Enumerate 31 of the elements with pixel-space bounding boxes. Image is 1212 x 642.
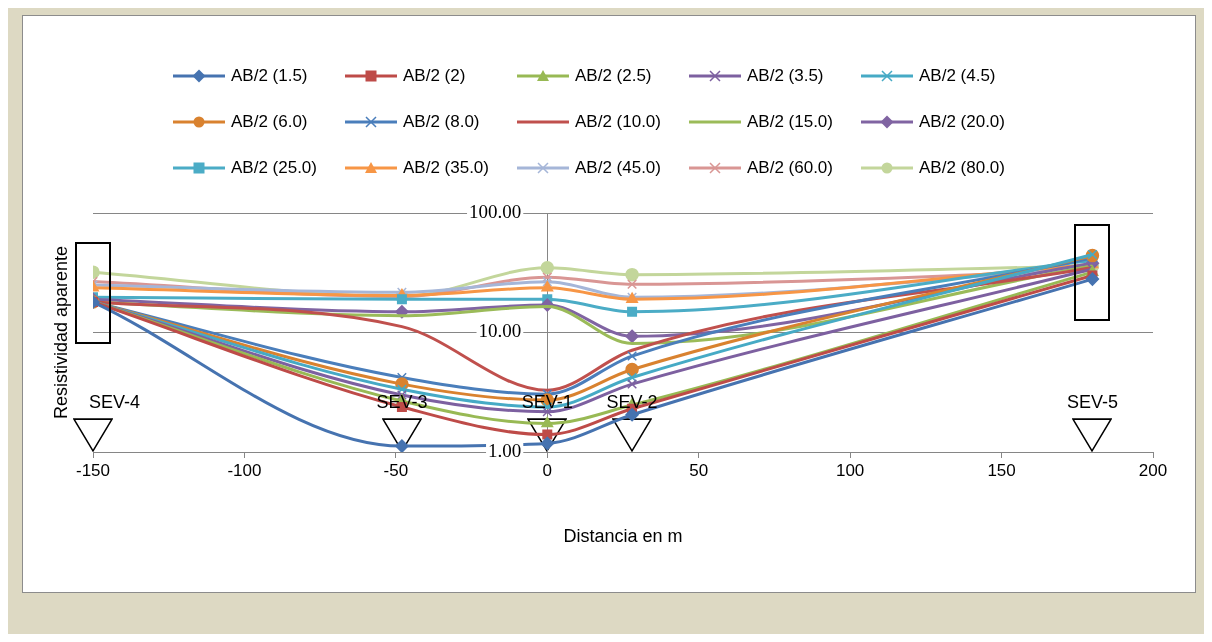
- legend-label: AB/2 (15.0): [747, 112, 833, 132]
- annotation: SEV-5: [1066, 391, 1118, 412]
- legend-label: AB/2 (25.0): [231, 158, 317, 178]
- x-tick-label: -150: [75, 460, 111, 480]
- x-tick-label: 0: [542, 460, 553, 480]
- x-tick-label: 150: [987, 460, 1016, 480]
- legend-label: AB/2 (4.5): [919, 66, 996, 86]
- y-tick-label: 1.00: [488, 439, 522, 461]
- legend-label: AB/2 (20.0): [919, 112, 1005, 132]
- legend-label: AB/2 (8.0): [403, 112, 480, 132]
- annotation: SEV-3: [376, 391, 428, 412]
- x-tick-label: -100: [227, 460, 262, 480]
- legend-label: AB/2 (6.0): [231, 112, 308, 132]
- y-axis-title: Resistividad aparente: [50, 245, 71, 420]
- legend-label: AB/2 (2.5): [575, 66, 652, 86]
- y-tick-label: 10.00: [478, 320, 522, 342]
- x-tick-label: 100: [835, 460, 865, 480]
- legend-label: AB/2 (45.0): [575, 158, 661, 178]
- legend-label: AB/2 (60.0): [747, 158, 833, 178]
- annotation: SEV-4: [89, 391, 141, 412]
- x-axis-title: Distancia en m: [563, 526, 683, 547]
- legend-label: AB/2 (2): [403, 66, 466, 86]
- x-tick-label: -50: [383, 460, 409, 480]
- legend-label: AB/2 (10.0): [575, 112, 661, 132]
- x-tick-label: 200: [1138, 460, 1168, 480]
- y-tick-label: 100.00: [469, 200, 522, 222]
- legend-label: AB/2 (80.0): [919, 158, 1005, 178]
- legend-label: AB/2 (3.5): [747, 66, 824, 86]
- legend-label: AB/2 (35.0): [403, 158, 489, 178]
- x-tick-label: 50: [689, 460, 709, 480]
- legend-label: AB/2 (1.5): [231, 66, 308, 86]
